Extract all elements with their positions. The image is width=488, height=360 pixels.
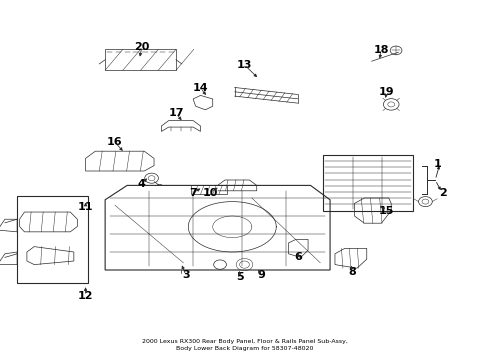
Bar [105,49,176,70]
Text: 19: 19 [378,87,393,97]
Text: 11: 11 [78,202,93,212]
Text: 2: 2 [438,188,446,198]
Text: 13: 13 [236,60,252,70]
Text: 16: 16 [107,137,122,147]
Text: 1: 1 [433,159,441,169]
Text: 10: 10 [202,188,218,198]
Text: 14: 14 [192,83,208,93]
Bar [322,155,412,211]
Bar [190,185,227,194]
Text: 15: 15 [378,206,393,216]
Text: 2000 Lexus RX300 Rear Body Panel, Floor & Rails Panel Sub-Assy,
Body Lower Back : 2000 Lexus RX300 Rear Body Panel, Floor … [141,339,347,351]
Text: 8: 8 [347,267,355,277]
Text: 17: 17 [168,108,183,118]
Text: 18: 18 [373,45,388,55]
Text: 3: 3 [182,270,189,280]
Text: 20: 20 [134,42,149,52]
Bar [17,196,88,283]
Text: 12: 12 [78,291,93,301]
Text: 4: 4 [138,179,145,189]
Text: 6: 6 [294,252,302,262]
Text: 9: 9 [257,270,265,280]
Text: 7: 7 [189,188,197,198]
Text: 5: 5 [235,272,243,282]
